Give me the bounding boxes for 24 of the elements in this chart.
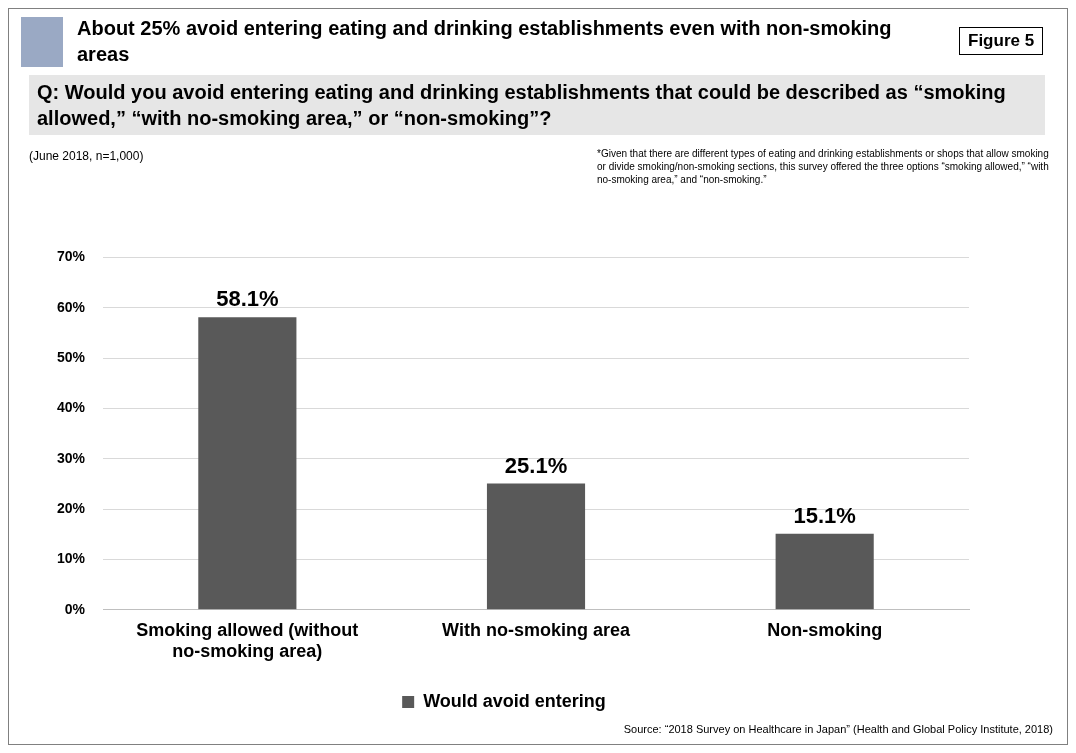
y-tick-label: 0% [64,600,86,617]
data-label: 25.1% [504,452,568,478]
x-tick-label: With no-smoking area [442,619,631,640]
y-tick-label: 50% [56,348,86,365]
x-tick-label: Non-smoking [767,619,883,640]
data-label: 58.1% [216,286,279,312]
y-tick-label: 40% [56,399,86,416]
bar [198,317,297,610]
y-tick-label: 30% [56,449,86,466]
y-tick-label: 60% [56,298,86,315]
bar [486,483,586,610]
y-tick-label: 70% [56,248,86,265]
chart-subtitle: Q: Would you avoid entering eating and drinking establishments that could be described as “smoking allowed,” “with no-smoking area,” or “non-smoking”? [29,75,1045,135]
source-note: Source: “2018 Survey on Healthcare in Japan” (Health and Global Policy Institute, 2018) [623,723,1053,735]
chart-title: About 25% avoid entering eating and drinking establishments even with non-smoking areas [77,16,893,67]
text: *Given that there are different types of eating and drinking establishments or shops that allow smoking or divide smoking/non-smoking sections, this survey offered the three options “smoking allowed,” “with no-smoking area,” and “non-smoking.” [597,147,1050,186]
data-label: 15.1% [793,502,856,528]
y-tick-label: 20% [56,499,86,516]
text: (June 2018, n=1,000) [29,149,144,163]
legend-label: Would avoid entering [423,690,606,711]
y-tick-label: 10% [56,550,86,567]
bar [775,533,874,610]
x-tick-label: Smoking allowed (without no-smoking area) [136,619,359,662]
caption: Figure 5 [959,27,1044,55]
